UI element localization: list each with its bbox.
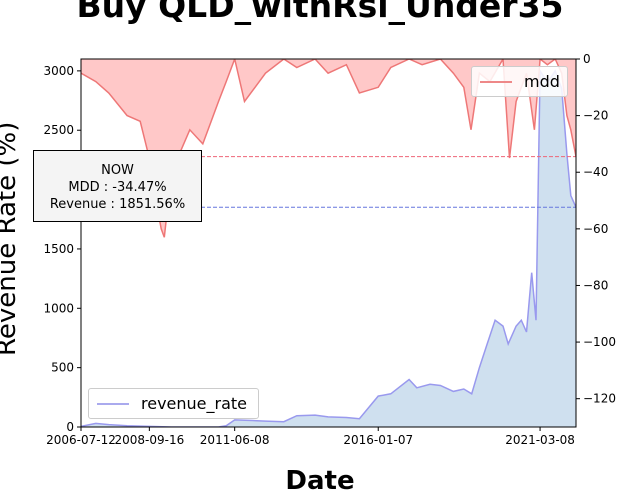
x-tick-label: 2008-09-16 (114, 433, 184, 447)
y-axis-label: Revenue Rate (%) (0, 121, 22, 356)
y-right-tick-label: −60 (583, 222, 608, 236)
x-tick-label: 2011-06-08 (200, 433, 270, 447)
x-tick-label: 2006-07-12 (46, 433, 116, 447)
y-left-tick-label: 1000 (43, 301, 74, 315)
plot-area: 0500100015002000250030000−20−40−60−80−10… (43, 52, 616, 447)
x-tick-label: 2016-01-07 (343, 433, 413, 447)
now-revenue-text: Revenue : 1851.56% (49, 197, 186, 212)
y-left-tick-label: 0 (66, 420, 74, 434)
y-left-tick-label: 1500 (43, 242, 74, 256)
now-mdd-text: MDD : -34.47% (68, 180, 167, 195)
legend-revenue-label: revenue_rate (141, 394, 248, 413)
chart-title: Buy QLD_withRsi_Under35 (76, 0, 564, 25)
y-right-tick-label: −80 (583, 278, 608, 292)
now-heading: NOW (101, 163, 134, 178)
mdd-fill (81, 59, 576, 238)
x-tick-label: 2021-03-08 (505, 433, 575, 447)
y-left-tick-label: 2500 (43, 123, 74, 137)
y-right-tick-label: −40 (583, 165, 608, 179)
revenue-rate-fill (81, 70, 576, 427)
mdd-line (81, 59, 576, 238)
y-left-tick-label: 3000 (43, 64, 74, 78)
y-right-tick-label: −20 (583, 109, 608, 123)
x-axis-label: Date (285, 466, 355, 496)
y-right-tick-label: −100 (583, 335, 616, 349)
y-right-tick-label: −120 (583, 392, 616, 406)
legend-mdd-label: mdd (524, 72, 560, 91)
legend-mdd-swatch (480, 80, 512, 83)
y-left-tick-label: 500 (51, 361, 74, 375)
y-right-tick-label: 0 (583, 52, 591, 66)
legend-revenue-swatch (97, 402, 129, 405)
legend-revenue-rate: revenue_rate (88, 388, 259, 419)
now-annotation-box: NOW MDD : -34.47% Revenue : 1851.56% (33, 150, 202, 222)
plot-frame (80, 58, 577, 428)
legend-mdd: mdd (471, 66, 568, 97)
chart: 0500100015002000250030000−20−40−60−80−10… (43, 52, 616, 447)
